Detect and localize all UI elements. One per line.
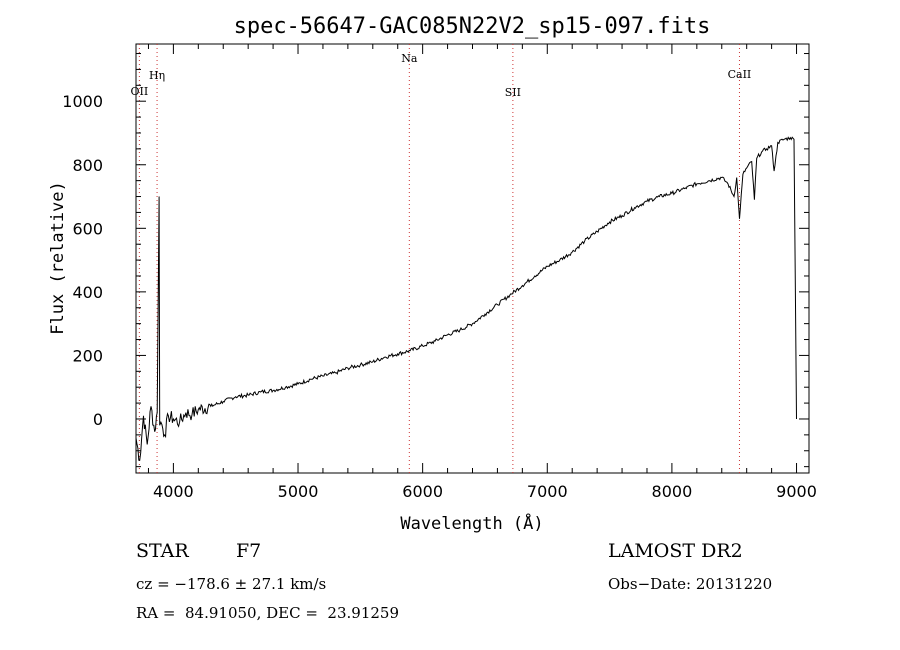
line-marker-label: OII — [131, 85, 149, 98]
y-tick-label: 0 — [93, 410, 103, 429]
observation-date: Obs−Date: 20131220 — [608, 575, 773, 593]
line-marker-label: SII — [505, 86, 521, 99]
x-axis-label: Wavelength (Å) — [400, 512, 543, 534]
chart-title: spec-56647-GAC085N22V2_sp15-097.fits — [234, 14, 711, 39]
y-tick-label: 800 — [72, 156, 103, 175]
y-tick-label: 600 — [72, 219, 103, 238]
x-tick-label: 9000 — [776, 482, 817, 501]
line-marker-label: CaII — [728, 68, 752, 81]
redshift-cz: cz = −178.6 ± 27.1 km/s — [136, 575, 327, 593]
y-axis-label: Flux (relative) — [48, 181, 68, 335]
line-marker-label: Hη — [149, 69, 165, 82]
x-tick-label: 5000 — [278, 482, 319, 501]
x-tick-label: 8000 — [652, 482, 693, 501]
y-tick-label: 400 — [72, 283, 103, 302]
object-subclass: F7 — [236, 540, 262, 562]
ra-dec: RA = 84.91050, DEC = 23.91259 — [136, 604, 400, 622]
spectrum-line — [135, 136, 797, 461]
line-marker-label: Na — [401, 52, 418, 65]
x-tick-label: 7000 — [527, 482, 568, 501]
x-tick-label: 6000 — [402, 482, 443, 501]
axes: 4000 5000 6000 7000 8000 9000 0 200 400 600 800 100… — [62, 44, 817, 501]
x-tick-label: 4000 — [153, 482, 194, 501]
y-tick-label: 200 — [72, 346, 103, 365]
object-class: STAR — [136, 540, 189, 562]
y-tick-label: 1000 — [62, 92, 103, 111]
survey-label: LAMOST DR2 — [608, 540, 743, 562]
plot-frame — [135, 43, 810, 474]
